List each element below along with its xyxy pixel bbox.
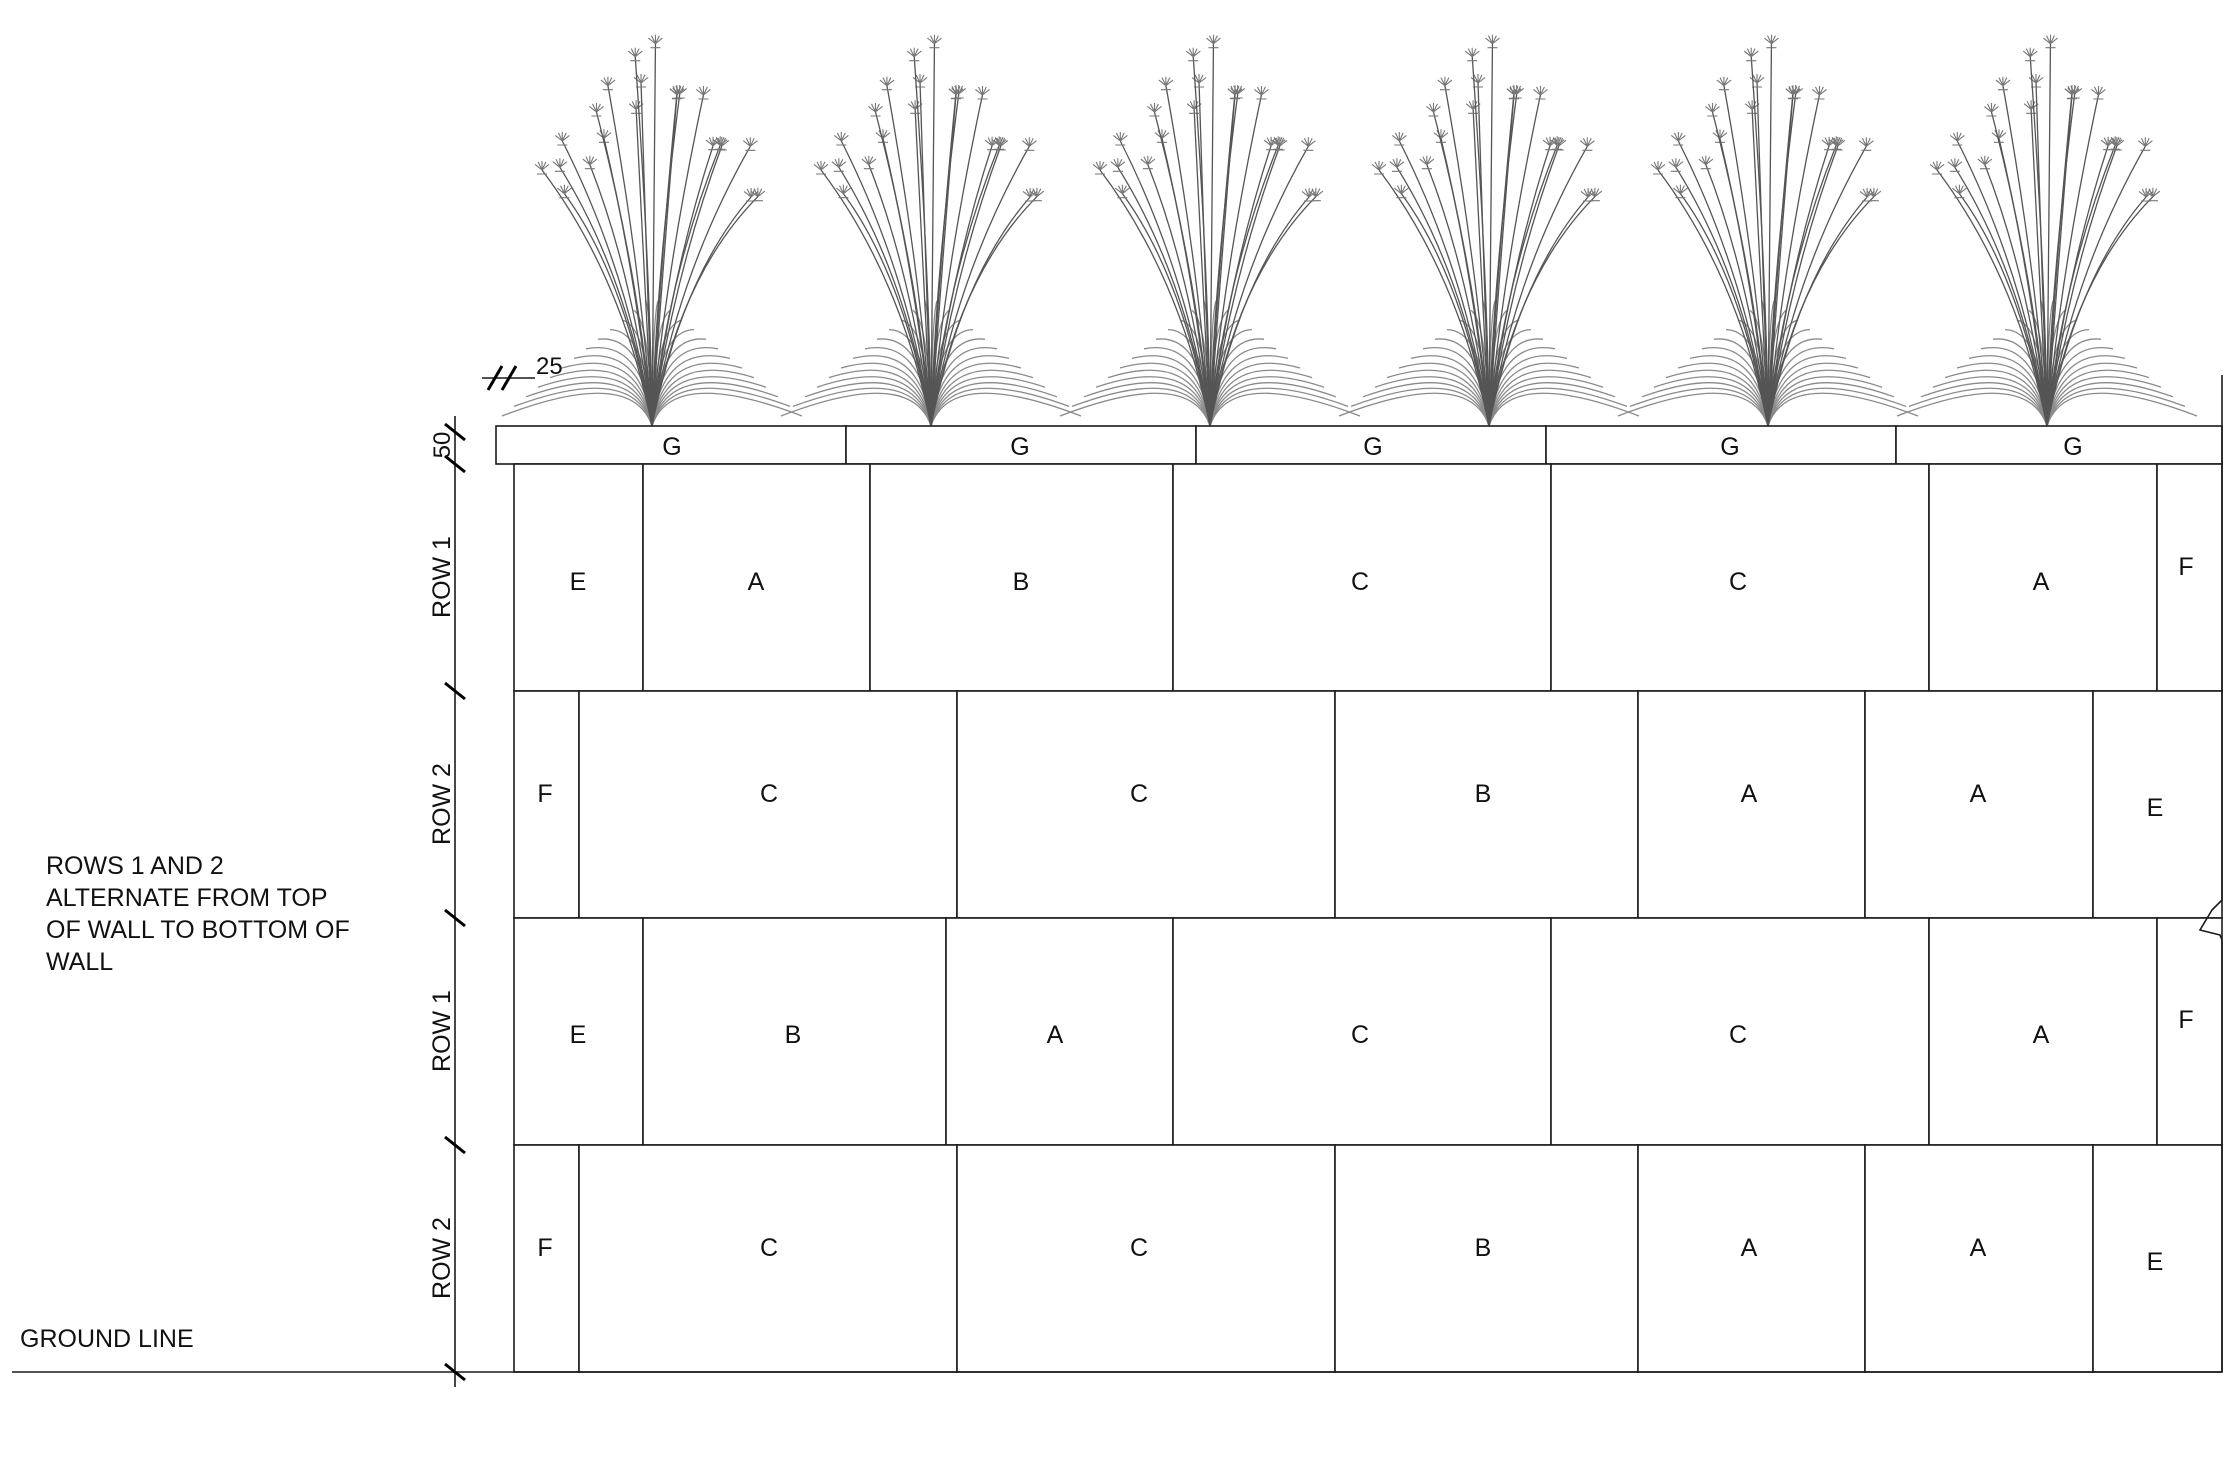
cap-offset-dimension: 25 <box>482 353 563 391</box>
block-label: C <box>1351 568 1369 596</box>
ornamental-grass-icon <box>780 34 1082 427</box>
block-label: C <box>1130 1234 1148 1262</box>
block-label: E <box>2147 1248 2164 1276</box>
row-label: ROW 1 <box>428 536 456 618</box>
block-label: E <box>2147 794 2164 822</box>
ornamental-grass-icon <box>1896 34 2198 427</box>
height-dimension: 50 ROW 1 ROW 2 ROW 1 ROW 2 <box>428 416 466 1387</box>
block-label: F <box>537 1234 552 1262</box>
block-label: B <box>785 1021 802 1049</box>
block-label: B <box>1475 780 1492 808</box>
cap-block-label: G <box>662 433 681 461</box>
cap-block-label: G <box>1010 433 1029 461</box>
row-label: ROW 2 <box>428 763 456 845</box>
block-label: A <box>1970 1234 1987 1262</box>
ground-line-label: GROUND LINE <box>20 1325 194 1353</box>
block-label: C <box>760 1234 778 1262</box>
block-label: A <box>748 568 765 596</box>
block-label: F <box>537 780 552 808</box>
block-label: C <box>1130 780 1148 808</box>
note-line: ALTERNATE FROM TOP <box>46 884 328 912</box>
wall-row-1: E A B C C A F <box>513 463 2223 692</box>
block-label: E <box>570 568 587 596</box>
note-line: WALL <box>46 948 113 976</box>
ornamental-grass-icon <box>1059 34 1361 427</box>
break-line <box>2198 375 2223 1372</box>
block-label: A <box>2033 1021 2050 1049</box>
alternate-rows-note: ROWS 1 AND 2 ALTERNATE FROM TOP OF WALL … <box>46 852 350 976</box>
note-line: ROWS 1 AND 2 <box>46 852 224 880</box>
block-label: C <box>1729 568 1747 596</box>
cap-height-label: 50 <box>429 432 456 459</box>
block-label: F <box>2178 553 2193 581</box>
cap-row: G G G G G <box>495 425 2223 465</box>
cap-block-label: G <box>1720 433 1739 461</box>
cap-offset-label: 25 <box>536 353 563 380</box>
ornamental-grass-icon <box>1617 34 1919 427</box>
block-label: A <box>1741 780 1758 808</box>
ornamental-grass-icon <box>501 34 803 427</box>
block-label: F <box>2178 1006 2193 1034</box>
block-label: A <box>1047 1021 1064 1049</box>
block-label: B <box>1475 1234 1492 1262</box>
ornamental-grass-icon <box>1338 34 1640 427</box>
note-line: OF WALL TO BOTTOM OF <box>46 916 350 944</box>
block-label: C <box>1729 1021 1747 1049</box>
block-label: E <box>570 1021 587 1049</box>
plants-layer <box>501 34 2198 427</box>
block-label: A <box>2033 568 2050 596</box>
wall-row-4: F C C B A A E <box>513 1144 2223 1373</box>
block-label: A <box>1970 780 1987 808</box>
cap-block-label: G <box>1363 433 1382 461</box>
wall-row-2: F C C B A A E <box>513 690 2223 919</box>
row-label: ROW 2 <box>428 1217 456 1299</box>
block-label: A <box>1741 1234 1758 1262</box>
block-label: C <box>760 780 778 808</box>
wall-row-3: E B A C C A F <box>513 917 2223 1146</box>
row-label: ROW 1 <box>428 990 456 1072</box>
cap-block-label: G <box>2063 433 2082 461</box>
block-label: B <box>1013 568 1030 596</box>
block-label: C <box>1351 1021 1369 1049</box>
